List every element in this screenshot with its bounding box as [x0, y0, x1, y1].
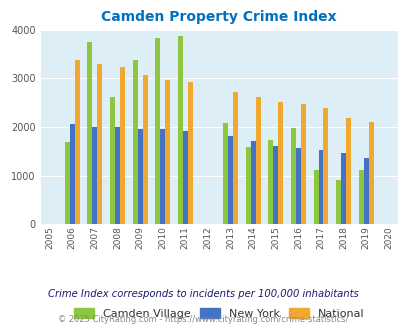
Bar	[273, 146, 277, 224]
Bar	[345, 118, 350, 224]
Bar	[290, 127, 295, 224]
Bar	[245, 148, 250, 224]
Bar	[65, 142, 70, 224]
Text: Crime Index corresponds to incidents per 100,000 inhabitants: Crime Index corresponds to incidents per…	[47, 289, 358, 299]
Bar	[115, 127, 119, 224]
Bar	[160, 129, 165, 224]
Bar	[132, 60, 137, 224]
Bar	[75, 60, 79, 224]
Bar	[255, 97, 260, 224]
Bar	[182, 131, 188, 224]
Bar	[313, 170, 318, 224]
Bar	[119, 67, 125, 224]
Bar	[87, 42, 92, 224]
Bar	[188, 82, 192, 224]
Legend: Camden Village, New York, National: Camden Village, New York, National	[70, 304, 368, 323]
Bar	[142, 76, 147, 224]
Bar	[232, 91, 237, 224]
Bar	[155, 38, 160, 224]
Title: Camden Property Crime Index: Camden Property Crime Index	[101, 10, 336, 24]
Bar	[177, 36, 182, 224]
Bar	[228, 136, 232, 224]
Bar	[368, 122, 373, 224]
Bar	[222, 123, 228, 224]
Bar	[300, 104, 305, 224]
Bar	[363, 158, 368, 224]
Bar	[70, 124, 75, 224]
Bar	[340, 153, 345, 224]
Bar	[110, 97, 115, 224]
Bar	[358, 170, 363, 224]
Bar	[92, 127, 97, 224]
Bar	[295, 148, 300, 224]
Bar	[268, 140, 273, 224]
Bar	[335, 180, 340, 224]
Text: © 2025 CityRating.com - https://www.cityrating.com/crime-statistics/: © 2025 CityRating.com - https://www.city…	[58, 315, 347, 324]
Bar	[97, 64, 102, 224]
Bar	[323, 108, 328, 224]
Bar	[250, 141, 255, 224]
Bar	[165, 80, 170, 224]
Bar	[277, 102, 283, 224]
Bar	[318, 150, 323, 224]
Bar	[137, 129, 142, 224]
